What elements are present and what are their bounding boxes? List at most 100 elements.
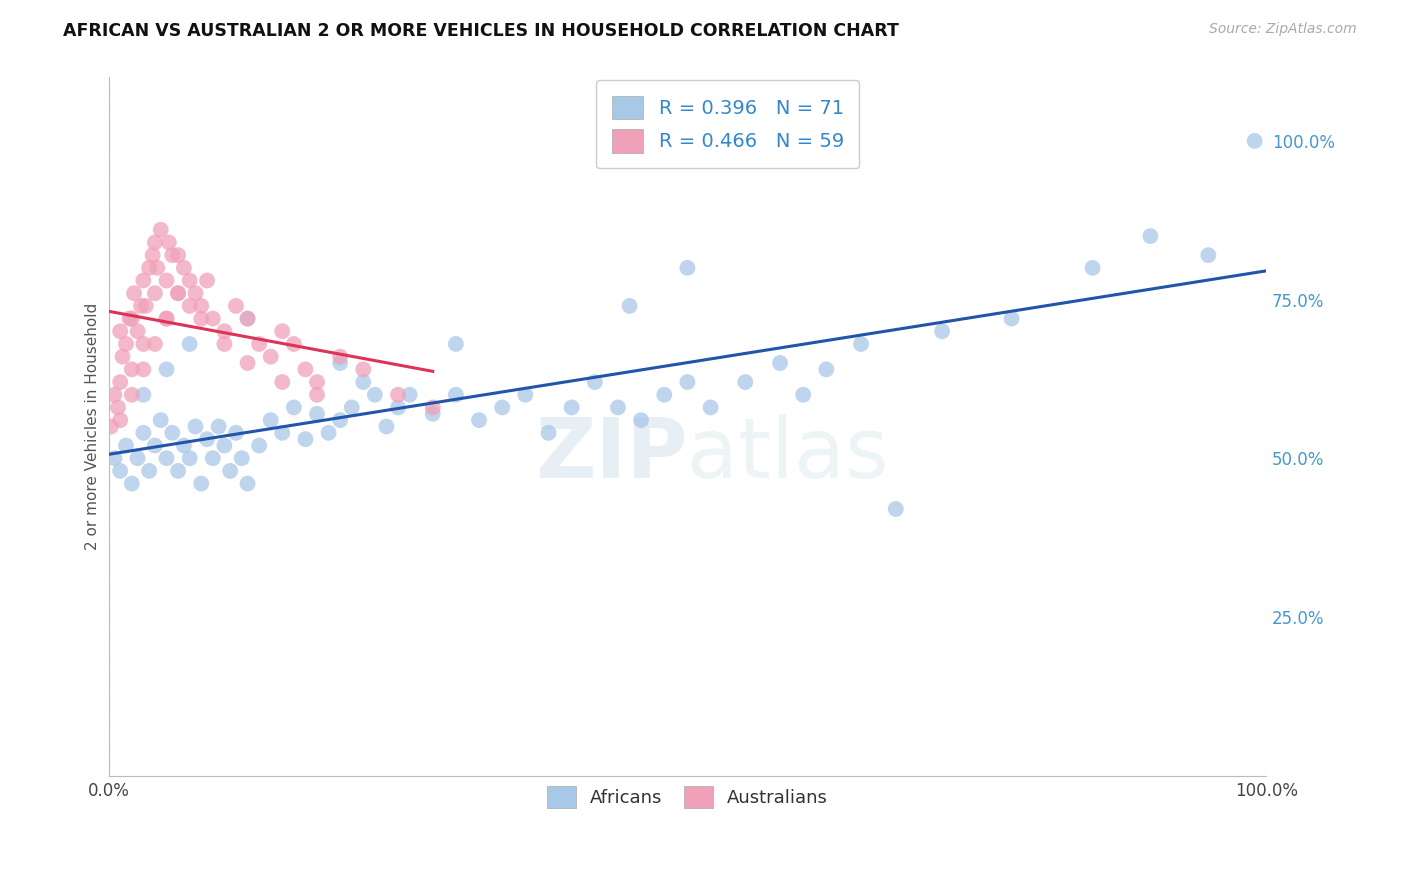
Point [121,362,143,376]
Point [173,260,195,275]
Point [271,324,294,338]
Point [127,451,149,466]
Point [225,299,247,313]
Point [108,464,131,478]
Point [734,375,756,389]
Point [179,299,201,313]
Point [129,299,152,313]
Point [155,311,177,326]
Point [179,451,201,466]
Legend: Africans, Australians: Africans, Australians [540,779,835,815]
Point [619,299,641,313]
Point [231,451,253,466]
Point [1197,248,1219,262]
Point [132,337,155,351]
Point [260,413,283,427]
Point [207,419,229,434]
Point [121,311,143,326]
Point [352,375,374,389]
Y-axis label: 2 or more Vehicles in Household: 2 or more Vehicles in Household [86,303,100,550]
Point [190,476,212,491]
Point [157,235,180,250]
Point [792,388,814,402]
Point [146,260,169,275]
Point [364,388,387,402]
Point [167,248,190,262]
Point [184,286,207,301]
Text: AFRICAN VS AUSTRALIAN 2 OR MORE VEHICLES IN HOUSEHOLD CORRELATION CHART: AFRICAN VS AUSTRALIAN 2 OR MORE VEHICLES… [63,22,900,40]
Point [155,273,177,287]
Point [1000,311,1022,326]
Point [108,324,131,338]
Point [340,401,363,415]
Point [815,362,838,376]
Point [190,299,212,313]
Point [132,273,155,287]
Point [138,260,160,275]
Point [468,413,491,427]
Point [676,375,699,389]
Point [1081,260,1104,275]
Point [769,356,792,370]
Point [387,401,409,415]
Point [190,311,212,326]
Point [138,464,160,478]
Point [236,356,259,370]
Point [135,299,157,313]
Point [422,407,444,421]
Point [884,502,907,516]
Point [375,419,398,434]
Point [422,401,444,415]
Point [699,401,721,415]
Point [103,388,125,402]
Point [236,476,259,491]
Point [294,432,316,446]
Point [271,375,294,389]
Point [162,248,184,262]
Point [143,286,166,301]
Point [111,350,134,364]
Point [149,223,172,237]
Point [387,388,409,402]
Point [184,419,207,434]
Point [115,438,138,452]
Point [283,401,305,415]
Point [118,311,141,326]
Point [132,388,155,402]
Point [167,464,190,478]
Point [329,350,352,364]
Point [143,337,166,351]
Point [195,432,218,446]
Point [225,425,247,440]
Point [583,375,606,389]
Point [236,311,259,326]
Point [271,425,294,440]
Point [329,413,352,427]
Point [444,337,467,351]
Point [195,273,218,287]
Point [260,350,283,364]
Point [201,451,224,466]
Point [305,375,328,389]
Point [201,311,224,326]
Point [214,324,236,338]
Point [100,419,122,434]
Point [162,425,184,440]
Point [108,413,131,427]
Text: atlas: atlas [688,414,889,495]
Point [107,401,129,415]
Point [676,260,699,275]
Point [236,311,259,326]
Point [108,375,131,389]
Point [179,273,201,287]
Point [561,401,583,415]
Point [127,324,149,338]
Point [132,425,155,440]
Point [143,235,166,250]
Point [155,311,177,326]
Point [537,425,560,440]
Point [122,286,145,301]
Point [155,451,177,466]
Point [219,464,242,478]
Point [294,362,316,376]
